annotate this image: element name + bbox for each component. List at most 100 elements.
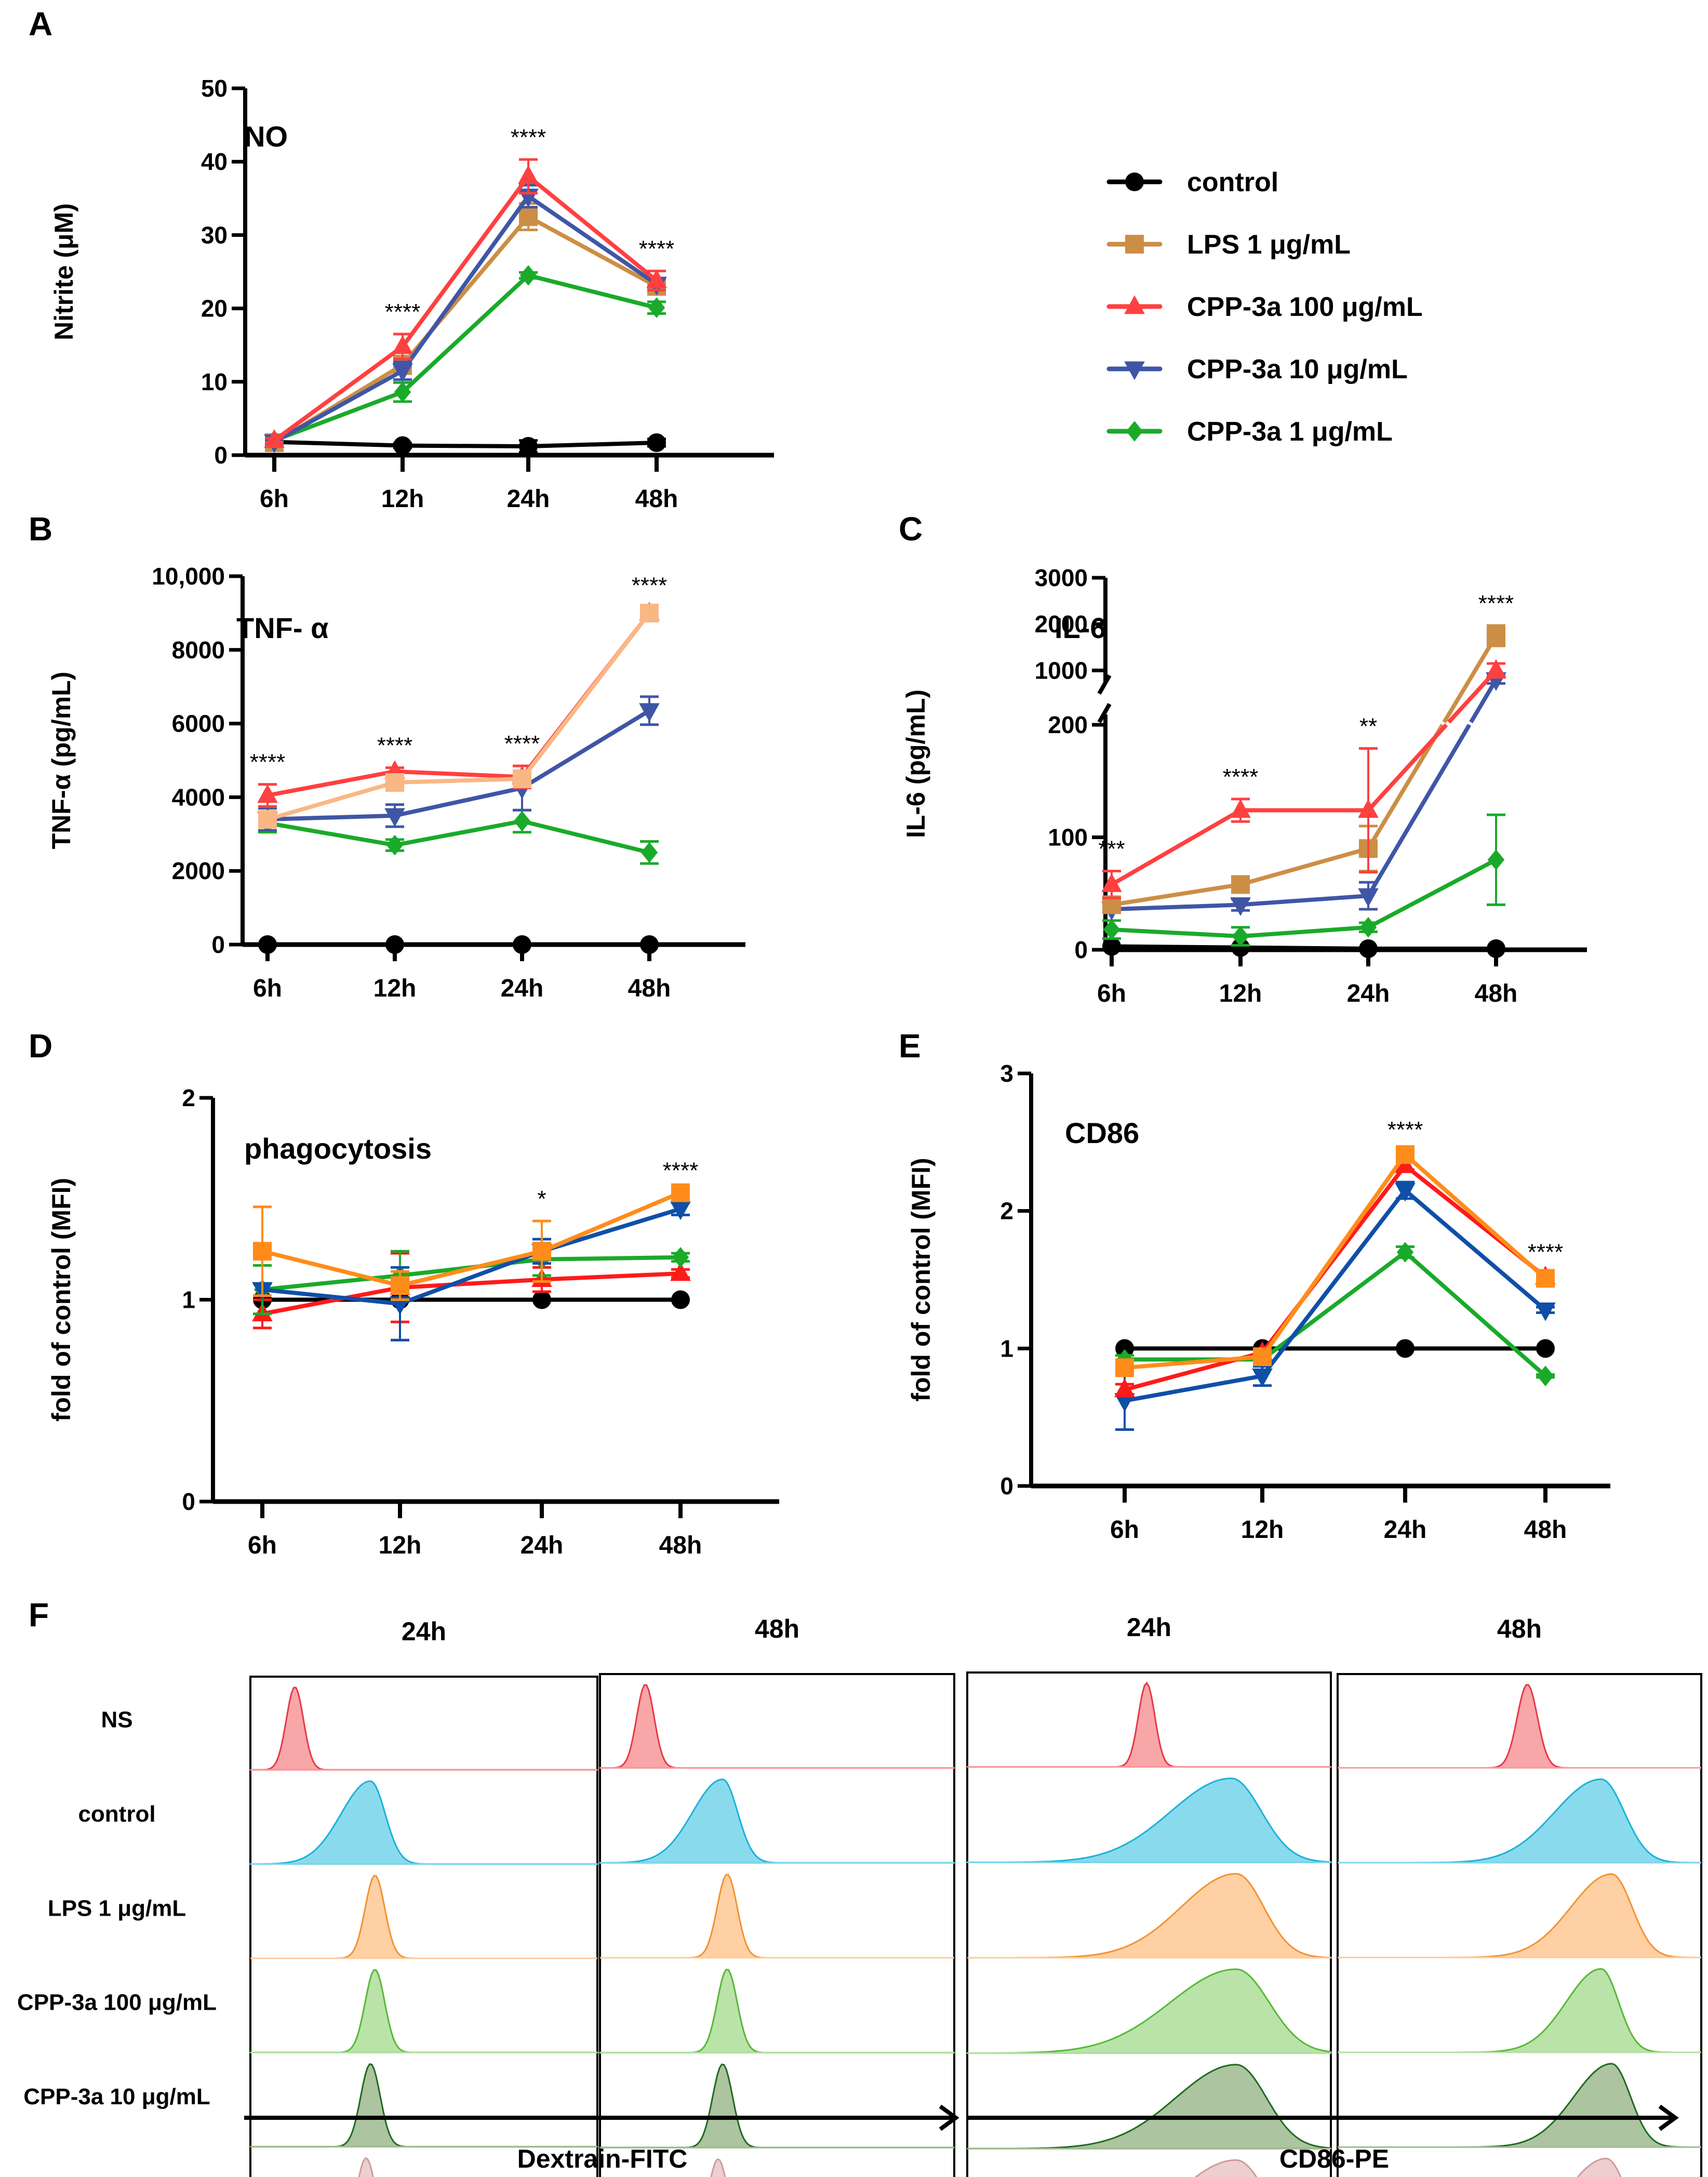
histogram-panel-48h: 48h10⁰10²10⁴10⁶ <box>1337 1614 1702 2177</box>
data-point <box>1231 875 1250 894</box>
data-point <box>672 1247 689 1268</box>
legend-marker <box>1125 235 1144 254</box>
x-tick-label: 6h <box>248 1532 277 1559</box>
y-tick-label: 3 <box>1000 1060 1013 1087</box>
series-line <box>273 174 658 442</box>
significance-mark: **** <box>377 733 413 759</box>
series-line <box>1111 882 1241 907</box>
data-point <box>640 603 659 622</box>
data-point <box>1114 1393 1135 1412</box>
histogram-frame <box>599 1673 955 2177</box>
x-tick-label: 48h <box>659 1532 702 1559</box>
legend-item-cpp-3a-1-ug-ml: CPP-3a 1 μg/mL <box>1106 417 1393 447</box>
histogram-cpp-3a-100-ug-ml <box>249 1969 598 2053</box>
legend: control LPS 1 μg/mL CPP-3a 100 μg/mL CPP-3a… <box>1106 167 1423 447</box>
histogram-cpp-3a-1-ug-ml <box>358 2157 374 2177</box>
legend-label: LPS 1 μg/mL <box>1187 230 1351 260</box>
legend-marker <box>1125 172 1144 191</box>
histogram-group-dextrain-fitc: 24h10²10⁴10⁶10⁸48h10²10⁴10⁶10⁸Dextrain-F… <box>244 1614 959 2177</box>
legend-label: CPP-3a 100 μg/mL <box>1187 292 1423 322</box>
histogram-cpp-3a-100-ug-ml <box>966 1968 1332 2054</box>
data-point <box>1359 939 1378 958</box>
histogram-lps-1-ug-ml <box>250 1875 597 1959</box>
histogram-control <box>966 1777 1332 1863</box>
x-tick-label: 6h <box>260 485 289 513</box>
data-point <box>384 808 405 827</box>
series-line <box>267 709 651 821</box>
x-tick-label: 48h <box>1524 1516 1567 1544</box>
y-tick-label: 4000 <box>172 784 225 811</box>
legend-item-cpp-3a-100-ug-ml: CPP-3a 100 μg/mL <box>1106 292 1423 322</box>
y-axis-label: TNF-α (pg/mL) <box>47 672 76 849</box>
data-point <box>513 811 531 832</box>
panel-time-label: 48h <box>1497 1614 1542 1643</box>
data-point <box>386 834 404 856</box>
data-point <box>513 769 531 788</box>
x-tick-label: 24h <box>521 1532 564 1559</box>
chart-title: NO <box>244 120 288 153</box>
flow-histograms: NS control LPS 1 μg/mL CPP-3a 100 μg/mL CPP-… <box>17 1613 1702 2177</box>
data-point <box>258 935 277 954</box>
significance-mark: **** <box>1478 591 1514 616</box>
legend-item-cpp-3a-10-ug-ml: CPP-3a 10 μg/mL <box>1106 354 1408 384</box>
axes: 0 1 2 3 6h 12h 24h 48h <box>1000 1060 1610 1544</box>
panel-time-label: 24h <box>1127 1613 1171 1642</box>
series-line <box>266 612 651 821</box>
series-line <box>1124 1163 1547 1392</box>
data-point <box>670 1201 691 1220</box>
histogram-control <box>249 1780 598 1865</box>
row-labels: NS control LPS 1 μg/mL CPP-3a 100 μg/mL CPP-… <box>17 1707 217 2109</box>
x-tick-label: 6h <box>1110 1516 1139 1544</box>
y-tick-label: 20 <box>201 295 228 322</box>
data-point <box>1396 1339 1415 1358</box>
panel-time-label: 48h <box>755 1614 799 1643</box>
legend-marker <box>1126 421 1143 442</box>
y-tick-label: 1000 <box>1035 657 1088 684</box>
data-point <box>1232 926 1249 947</box>
arrow-head-icon <box>1658 2104 1679 2131</box>
x-tick-label: 24h <box>1347 980 1390 1007</box>
panel-label-b: B <box>29 510 52 548</box>
data-point <box>394 381 411 403</box>
significance-mark: *** <box>1098 836 1125 861</box>
data-point <box>1253 1347 1272 1366</box>
data-point <box>1537 1365 1554 1387</box>
panel-label-e: E <box>899 1027 921 1065</box>
data-point <box>1487 849 1505 870</box>
legend-marker <box>1124 361 1145 380</box>
series-cpp-3a-1-ug-ml <box>1102 813 1505 947</box>
histogram-cpp-3a-1-ug-ml <box>1577 2157 1622 2177</box>
series-control <box>1115 1339 1555 1358</box>
data-point <box>1231 938 1250 957</box>
histogram-frame <box>249 1676 598 2177</box>
data-point <box>392 363 413 382</box>
data-point <box>671 1290 690 1309</box>
axes: 0 10 20 30 40 50 6h 12h 24h 48h <box>201 75 774 513</box>
y-tick-label: 40 <box>201 148 228 175</box>
chart-title: phagocytosis <box>244 1132 432 1165</box>
y-tick-label: 2 <box>182 1084 195 1111</box>
histogram-cpp-3a-10-ug-ml <box>599 2063 955 2148</box>
series-line <box>1111 944 1241 950</box>
histogram-cpp-3a-10-ug-ml <box>966 2064 1332 2149</box>
x-axis-label: Dextrain-FITC <box>517 2144 688 2173</box>
series-line <box>1367 723 1448 812</box>
y-tick-label: 0 <box>1000 1472 1013 1499</box>
data-point <box>1395 1183 1416 1202</box>
series-line <box>273 273 657 443</box>
legend-item-control: control <box>1106 167 1278 197</box>
histogram-group-cd86-pe: 24h10⁰10²10⁴10⁶48h10⁰10²10⁴10⁶CD86-PE <box>966 1613 1702 2177</box>
x-tick-label: 12h <box>1219 980 1262 1007</box>
y-tick-label: 10,000 <box>152 563 225 590</box>
series-cpp-3a-10-ug-ml <box>1114 1180 1556 1431</box>
series-control <box>1102 937 1505 958</box>
axes: 0 1 2 6h 12h 24h 48h <box>182 1084 779 1559</box>
x-tick-label: 6h <box>253 975 282 1002</box>
x-tick-label: 48h <box>635 485 678 513</box>
histogram-lps-1-ug-ml <box>600 1874 954 1959</box>
panel-label-c: C <box>899 510 923 548</box>
series-line <box>1366 723 1472 897</box>
panel-time-label: 24h <box>402 1617 446 1646</box>
data-point <box>1252 1368 1273 1387</box>
